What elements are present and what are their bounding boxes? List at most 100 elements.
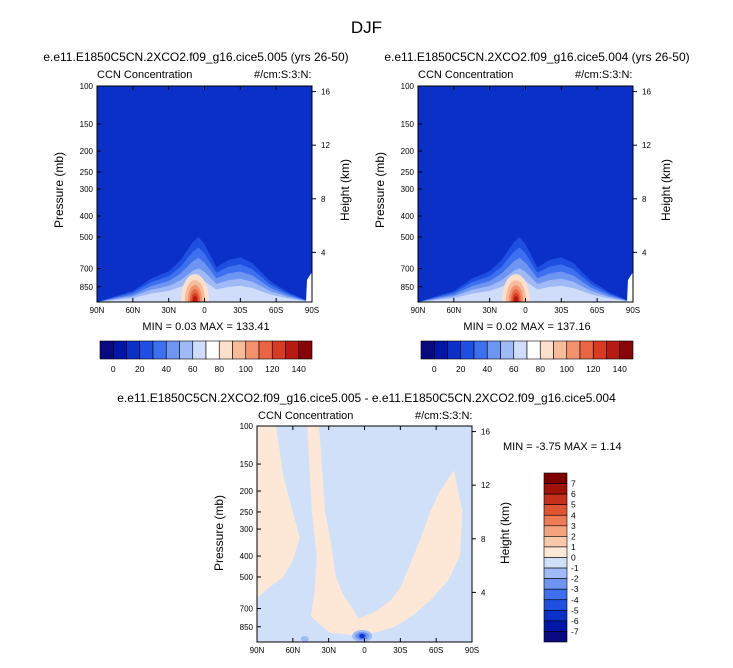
panel-1-y2tick-label: 16 bbox=[321, 88, 330, 97]
diff-colorbar-label: 6 bbox=[571, 489, 576, 499]
diff-ytick-label: 700 bbox=[240, 605, 254, 614]
panel-1-colorbar-box bbox=[192, 340, 207, 360]
panel-2-xtick-label: 90S bbox=[626, 306, 640, 315]
panel-1-colorbar-label: 80 bbox=[215, 364, 225, 374]
panel-2-contours bbox=[418, 86, 633, 302]
panel-2-colorbar-box bbox=[433, 340, 448, 360]
diff-ytick-label: 100 bbox=[240, 422, 254, 431]
panel-1-peak-ring-6 bbox=[192, 296, 198, 302]
panel-2-xtick-label: 30N bbox=[482, 306, 497, 315]
diff-colorbar-label: 3 bbox=[571, 521, 576, 531]
panel-2-colorbar-box bbox=[460, 340, 475, 360]
diff-ytick-label: 200 bbox=[240, 487, 254, 496]
diff-colorbar-box bbox=[543, 525, 568, 537]
diff-xtick-label: 90N bbox=[250, 646, 265, 655]
diff-xtick-label: 30S bbox=[393, 646, 407, 655]
diff-ytick-label: 150 bbox=[240, 460, 254, 469]
page-title: DJF bbox=[350, 18, 383, 37]
panel-1-colorbar-label: 20 bbox=[135, 364, 145, 374]
diff-y2tick-label: 16 bbox=[481, 428, 490, 437]
panel-2-colorbar-label: 20 bbox=[456, 364, 466, 374]
diff-colorbar-box bbox=[543, 620, 568, 632]
panel-1-colorbar-box bbox=[218, 340, 233, 360]
diff-colorbar-box bbox=[543, 472, 568, 484]
panel-1-xtick-label: 60S bbox=[269, 306, 283, 315]
panel-2-colorbar-label: 60 bbox=[509, 364, 519, 374]
diff-colorbar-label: 2 bbox=[571, 531, 576, 541]
diff-colorbar-box bbox=[543, 536, 568, 548]
panel-2-peak-ring-6 bbox=[513, 296, 519, 302]
panel-1-xtick-label: 60N bbox=[125, 306, 140, 315]
panel-2-colorbar-label: 100 bbox=[560, 364, 574, 374]
panel-2-y2tick-label: 4 bbox=[642, 248, 647, 257]
panel-2-field-label: CCN Concentration bbox=[418, 69, 514, 81]
panel-1-stats: MIN = 0.03 MAX = 133.41 bbox=[142, 321, 270, 333]
diff-colorbar-box bbox=[543, 557, 568, 569]
diff-colorbar-box bbox=[543, 483, 568, 495]
diff-stats: MIN = -3.75 MAX = 1.14 bbox=[503, 441, 622, 453]
panel-2-title: e.e11.E1850C5CN.2XCO2.f09_g16.cice5.004 … bbox=[384, 50, 690, 64]
diff-colorbar-box bbox=[543, 631, 568, 643]
panel-1-colorbar-box bbox=[165, 340, 180, 360]
diff-colorbar-label: -3 bbox=[571, 584, 579, 594]
panel-2-y2tick-label: 8 bbox=[642, 195, 647, 204]
panel-2-ytick-label: 250 bbox=[401, 168, 415, 177]
panel-2-colorbar-label: 0 bbox=[432, 364, 437, 374]
panel-2-colorbar-label: 80 bbox=[536, 364, 546, 374]
panel-1-colorbar-box bbox=[298, 340, 313, 360]
panel-1-y2tick-label: 8 bbox=[321, 195, 326, 204]
diff-colorbar-box bbox=[543, 567, 568, 579]
panel-2-colorbar-box bbox=[553, 340, 568, 360]
panel-1-colorbar-box bbox=[139, 340, 154, 360]
panel-1-colorbar-label: 0 bbox=[111, 364, 116, 374]
diff-colorbar-box bbox=[543, 493, 568, 505]
panel-2-colorbar-box bbox=[500, 340, 515, 360]
panel-2-colorbar-box bbox=[579, 340, 594, 360]
panel-2-xtick-label: 60N bbox=[446, 306, 461, 315]
diff-xtick-label: 90S bbox=[465, 646, 479, 655]
panel-1-ytick-label: 200 bbox=[80, 147, 94, 156]
diff-colorbar-label: -1 bbox=[571, 563, 579, 573]
panel-1-y2tick-label: 12 bbox=[321, 141, 330, 150]
panel-1-xtick-label: 30N bbox=[161, 306, 176, 315]
panel-1-missing-wedge bbox=[306, 272, 312, 302]
panel-1-xtick-label: 90S bbox=[305, 306, 319, 315]
diff-positive-region-1 bbox=[257, 426, 300, 599]
diff-colorbar-label: -2 bbox=[571, 574, 579, 584]
diff-positive-region-2 bbox=[307, 426, 463, 636]
panel-1-ytick-label: 300 bbox=[80, 185, 94, 194]
diff-colorbar-box bbox=[543, 610, 568, 622]
panel-1-y2tick-label: 4 bbox=[321, 248, 326, 257]
panel-1-colorbar-box bbox=[152, 340, 167, 360]
diff-field-label: CCN Concentration bbox=[258, 410, 354, 422]
diff-colorbar-label: 7 bbox=[571, 479, 576, 489]
panel-1-colorbar-box bbox=[271, 340, 286, 360]
diff-xtick-label: 0 bbox=[362, 646, 367, 655]
panel-1-colorbar-label: 120 bbox=[265, 364, 279, 374]
panel-2-missing-wedge bbox=[627, 272, 633, 302]
panel-1-contours bbox=[97, 86, 312, 302]
diff-xtick-label: 60S bbox=[429, 646, 443, 655]
panel-1-colorbar-box bbox=[126, 340, 141, 360]
diff-colorbar-label: 4 bbox=[571, 510, 576, 520]
diff-y2tick-label: 8 bbox=[481, 535, 486, 544]
diff-colorbar-box bbox=[543, 546, 568, 558]
panel-2-y2tick-label: 12 bbox=[642, 141, 651, 150]
panel-1-colorbar-box bbox=[232, 340, 247, 360]
diff-xtick-label: 30N bbox=[321, 646, 336, 655]
panel-1-colorbar-box bbox=[112, 340, 127, 360]
panel-2-colorbar-box bbox=[619, 340, 634, 360]
diff-negative-spot-4 bbox=[359, 634, 365, 639]
panel-2-xtick-label: 30S bbox=[554, 306, 568, 315]
panel-2-colorbar-box bbox=[513, 340, 528, 360]
panel-2-colorbar-box bbox=[473, 340, 488, 360]
panel-2-ytick-label: 700 bbox=[401, 265, 415, 274]
diff-colorbar-label: 1 bbox=[571, 542, 576, 552]
diff-ytick-label: 250 bbox=[240, 508, 254, 517]
diff-colorbar-box bbox=[543, 514, 568, 527]
panel-2-y2tick-label: 16 bbox=[642, 88, 651, 97]
panel-2-colorbar-box bbox=[592, 340, 607, 360]
diff-colorbar-box bbox=[543, 599, 568, 611]
panel-2-ytick-label: 500 bbox=[401, 233, 415, 242]
